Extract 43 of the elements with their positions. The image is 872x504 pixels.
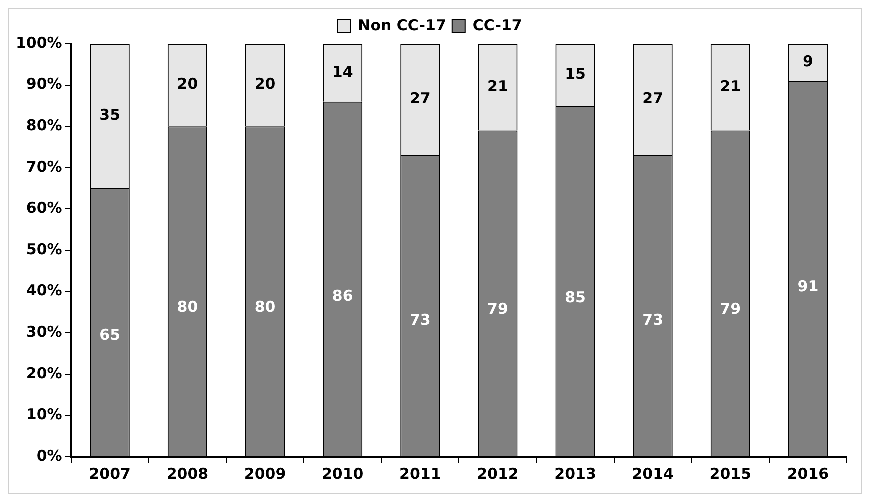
y-tick-label: 30% — [26, 322, 62, 341]
data-label: 73 — [642, 310, 664, 329]
y-tick-label: 60% — [26, 199, 62, 218]
legend-label: Non CC-17 — [358, 16, 446, 34]
x-tick-label: 2009 — [244, 464, 286, 483]
x-tick-label: 2012 — [477, 464, 519, 483]
legend-label: CC-17 — [472, 16, 522, 34]
data-label: 80 — [177, 298, 198, 316]
y-tick-label: 40% — [26, 282, 62, 300]
x-tick-label: 2013 — [554, 464, 596, 483]
data-label: 21 — [488, 77, 508, 96]
y-tick-label: 10% — [26, 406, 62, 424]
data-label: 21 — [720, 77, 742, 96]
x-tick-label: 2007 — [89, 464, 131, 483]
data-label: 20 — [254, 75, 276, 94]
data-label: 14 — [332, 62, 354, 81]
data-label: 27 — [642, 90, 664, 108]
data-label: 73 — [410, 310, 431, 329]
y-tick-label: 0% — [36, 446, 62, 465]
y-tick-label: 70% — [26, 158, 62, 176]
data-label: 35 — [100, 106, 121, 124]
x-tick-label: 2015 — [710, 464, 752, 483]
y-tick-label: 90% — [26, 75, 62, 94]
data-label: 80 — [254, 298, 276, 316]
y-tick-label: 20% — [26, 364, 62, 382]
y-tick-label: 50% — [26, 240, 62, 258]
data-label: 91 — [798, 277, 819, 296]
y-tick-label: 100% — [16, 34, 62, 52]
data-label: 79 — [720, 300, 742, 318]
x-tick-label: 2014 — [632, 464, 674, 483]
data-label: 15 — [565, 64, 586, 83]
x-tick-label: 2016 — [787, 464, 830, 483]
data-label: 9 — [803, 52, 814, 70]
data-label: 86 — [332, 286, 354, 305]
y-tick-label: 80% — [26, 116, 62, 134]
data-label: 79 — [488, 300, 508, 318]
data-label: 85 — [565, 288, 586, 307]
data-label: 65 — [100, 326, 121, 344]
x-tick-label: 2010 — [322, 464, 364, 483]
x-tick-label: 2008 — [166, 464, 209, 483]
data-label: 27 — [410, 90, 431, 108]
x-tick-label: 2011 — [400, 464, 442, 483]
data-label: 20 — [177, 75, 198, 94]
